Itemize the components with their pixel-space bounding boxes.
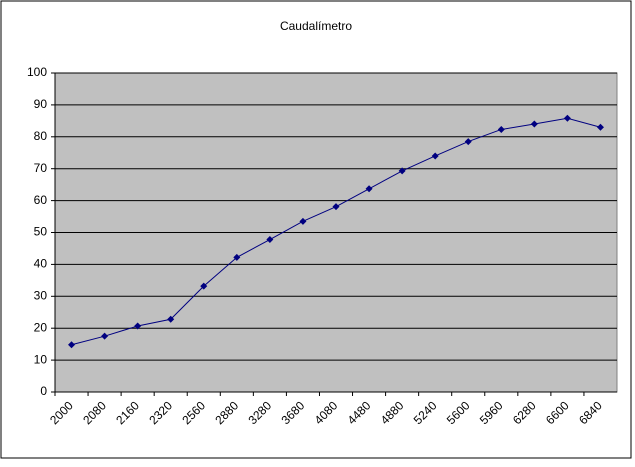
data-point xyxy=(332,203,340,211)
data-point xyxy=(464,138,472,146)
data-point xyxy=(167,315,175,323)
y-tick-label: 10 xyxy=(34,352,48,366)
y-tick-label: 0 xyxy=(40,384,47,398)
data-point xyxy=(365,185,373,193)
y-tick-label: 30 xyxy=(34,288,48,302)
data-point xyxy=(497,125,505,133)
data-point xyxy=(596,123,604,131)
data-point xyxy=(299,217,307,225)
data-point xyxy=(134,322,142,330)
chart-title: Caudalímetro xyxy=(280,19,352,33)
y-tick-label: 50 xyxy=(34,225,48,239)
data-point xyxy=(233,253,241,261)
y-tick-label: 40 xyxy=(34,257,48,271)
data-point xyxy=(398,167,406,175)
y-tick-label: 60 xyxy=(34,193,48,207)
data-point xyxy=(266,236,274,244)
y-tick-label: 70 xyxy=(34,161,48,175)
y-tick-label: 100 xyxy=(27,65,47,79)
data-point xyxy=(68,341,76,349)
data-point xyxy=(200,282,208,290)
y-tick-label: 80 xyxy=(34,129,48,143)
y-tick-label: 20 xyxy=(34,320,48,334)
data-point xyxy=(563,114,571,122)
y-tick-label: 90 xyxy=(34,97,48,111)
data-point xyxy=(431,152,439,160)
data-point xyxy=(101,332,109,340)
data-point xyxy=(530,120,538,128)
